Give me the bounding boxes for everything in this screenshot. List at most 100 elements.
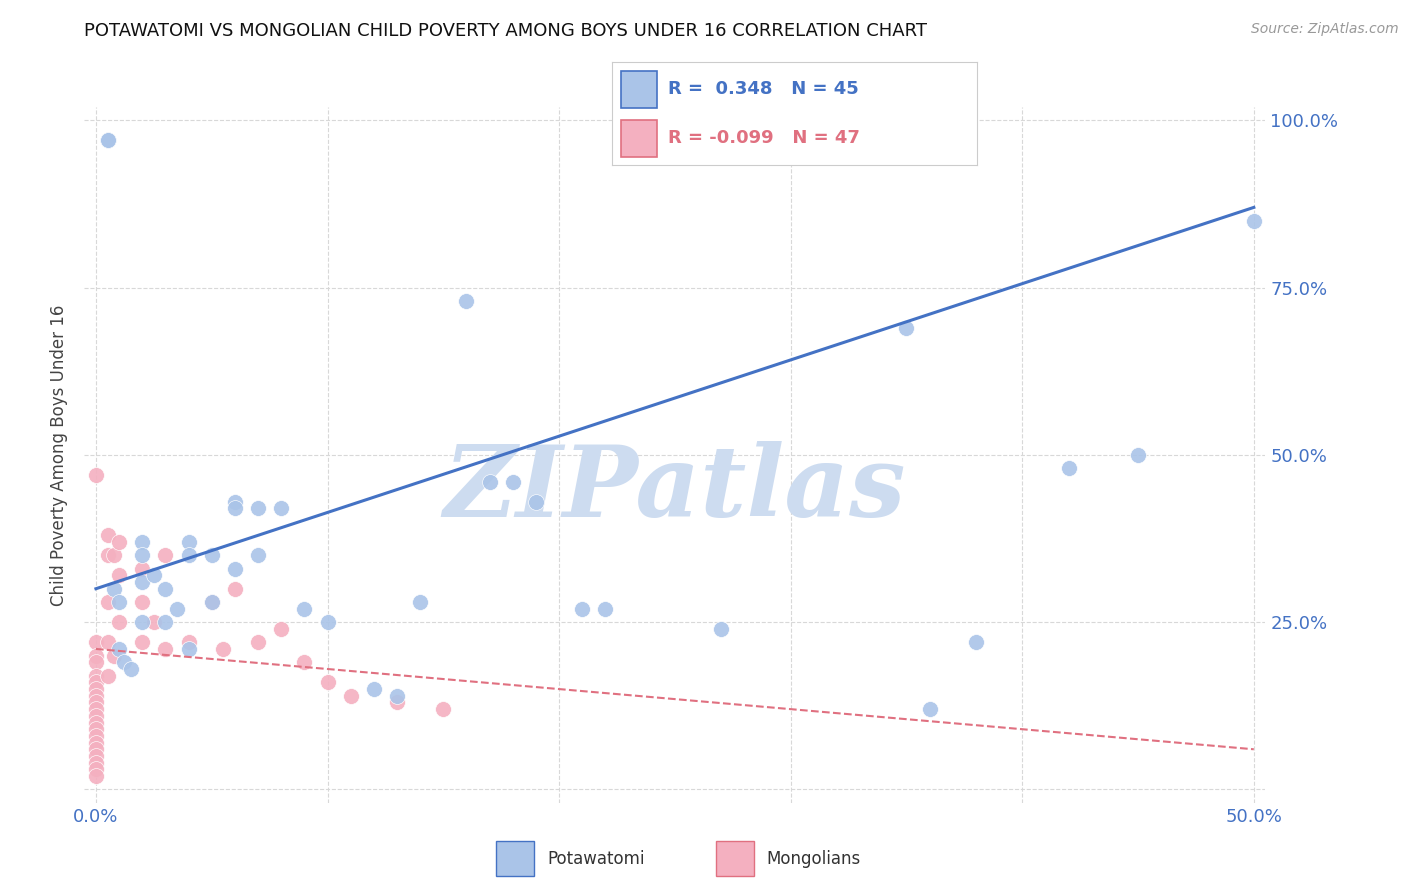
Point (84, 635, 107, 649)
Y-axis label: Child Poverty Among Boys Under 16: Child Poverty Among Boys Under 16 (51, 304, 69, 606)
Point (84, 715, 107, 730)
Text: Source: ZipAtlas.com: Source: ZipAtlas.com (1251, 22, 1399, 37)
Point (316, 615, 339, 630)
Text: R =  0.348   N = 45: R = 0.348 N = 45 (668, 80, 859, 98)
Point (84, 729, 107, 743)
Point (155, 548, 177, 563)
Point (108, 568, 131, 582)
Point (212, 642, 235, 657)
Point (84, 648, 107, 663)
Point (456, 294, 478, 309)
Point (84, 708, 107, 723)
Point (84, 669, 107, 683)
Point (84, 468, 107, 483)
Point (1243, 214, 1265, 228)
FancyBboxPatch shape (621, 70, 658, 108)
Text: Mongolians: Mongolians (766, 849, 860, 868)
Point (131, 595, 153, 609)
Point (385, 696, 408, 710)
Point (96, 134, 118, 148)
Point (84, 769, 107, 783)
Point (710, 622, 733, 636)
Point (108, 615, 131, 630)
Point (96, 528, 118, 542)
Point (108, 535, 131, 549)
Point (96, 134, 118, 148)
Point (502, 475, 524, 489)
FancyBboxPatch shape (496, 841, 534, 876)
Point (524, 494, 547, 508)
Point (201, 548, 224, 563)
Point (247, 635, 270, 649)
Point (1126, 448, 1149, 462)
FancyBboxPatch shape (621, 120, 658, 157)
Point (96, 635, 118, 649)
Point (316, 675, 339, 690)
Point (965, 635, 987, 649)
Point (84, 702, 107, 716)
Text: Potawatomi: Potawatomi (547, 849, 644, 868)
Point (595, 602, 617, 616)
Point (270, 501, 292, 516)
Point (84, 756, 107, 770)
Point (96, 595, 118, 609)
Point (84, 742, 107, 756)
Point (142, 568, 165, 582)
Point (131, 635, 153, 649)
Text: ZIPatlas: ZIPatlas (444, 442, 905, 538)
Point (177, 635, 200, 649)
Point (84, 735, 107, 749)
Point (1057, 461, 1080, 475)
Point (201, 595, 224, 609)
Text: R = -0.099   N = 47: R = -0.099 N = 47 (668, 129, 860, 147)
Point (84, 675, 107, 690)
Point (84, 696, 107, 710)
Point (292, 602, 315, 616)
Point (478, 475, 501, 489)
Point (177, 548, 200, 563)
Point (224, 494, 246, 508)
Point (155, 582, 177, 596)
Point (131, 615, 153, 630)
Point (432, 702, 454, 716)
Point (339, 689, 361, 703)
Point (918, 702, 941, 716)
Point (84, 762, 107, 776)
Point (270, 622, 292, 636)
Point (292, 655, 315, 669)
Point (166, 602, 188, 616)
Point (84, 655, 107, 669)
Point (84, 689, 107, 703)
Point (571, 602, 593, 616)
Point (84, 723, 107, 737)
Point (131, 575, 153, 590)
Point (155, 642, 177, 657)
Point (201, 595, 224, 609)
Point (131, 562, 153, 576)
Point (103, 582, 125, 596)
Point (896, 321, 918, 335)
Point (247, 548, 270, 563)
Point (84, 749, 107, 764)
Point (112, 655, 135, 669)
Point (409, 595, 432, 609)
Point (103, 648, 125, 663)
Point (120, 662, 142, 676)
Point (96, 134, 118, 148)
Point (84, 681, 107, 696)
Point (385, 689, 408, 703)
Point (108, 595, 131, 609)
Point (224, 562, 246, 576)
Point (131, 548, 153, 563)
Text: POTAWATOMI VS MONGOLIAN CHILD POVERTY AMONG BOYS UNDER 16 CORRELATION CHART: POTAWATOMI VS MONGOLIAN CHILD POVERTY AM… (84, 22, 928, 40)
FancyBboxPatch shape (716, 841, 754, 876)
Point (131, 535, 153, 549)
Point (177, 535, 200, 549)
Point (108, 642, 131, 657)
Point (363, 681, 385, 696)
Point (103, 548, 125, 563)
Point (155, 615, 177, 630)
Point (142, 615, 165, 630)
Point (224, 582, 246, 596)
Point (224, 501, 246, 516)
